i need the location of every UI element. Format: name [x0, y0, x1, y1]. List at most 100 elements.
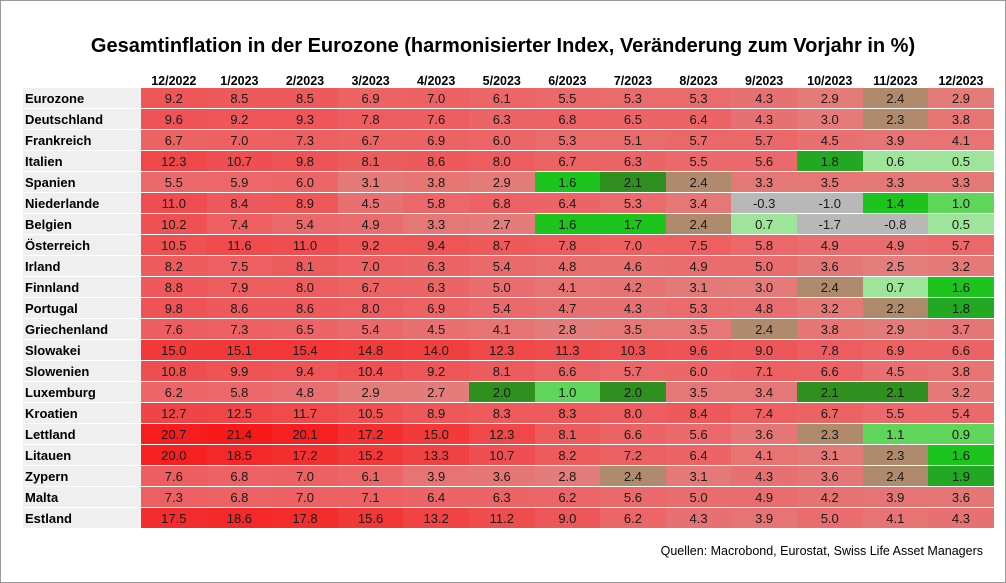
- heatmap-cell: 9.4: [272, 360, 338, 382]
- country-label: Irland: [23, 255, 141, 277]
- heatmap-cell: 4.9: [862, 234, 929, 256]
- heatmap-cell: 8.1: [534, 423, 601, 445]
- heatmap-cell: 6.9: [403, 297, 469, 319]
- heatmap-cell: 21.4: [206, 423, 273, 445]
- heatmap-cell: 2.4: [862, 465, 929, 487]
- heatmap-cell: 3.7: [928, 318, 994, 340]
- heatmap-cell: 4.8: [272, 381, 338, 403]
- table-row: Malta 7.3 6.8 7.0 7.1 6.4 6.3 6.2 5.6 5.0 4.9 4.2 3.…: [23, 486, 994, 508]
- country-label: Niederlande: [23, 192, 141, 214]
- heatmap-cell: 15.1: [206, 339, 273, 361]
- header-corner: [23, 68, 141, 88]
- country-label: Griechenland: [23, 318, 141, 340]
- heatmap-cell: 1.8: [796, 150, 863, 172]
- heatmap-cell: 0.5: [928, 150, 994, 172]
- heatmap-cell: 6.2: [600, 507, 666, 529]
- heatmap-cell: 5.9: [206, 171, 273, 193]
- heatmap-cell: 6.3: [468, 108, 535, 130]
- heatmap-cell: 4.7: [534, 297, 601, 319]
- heatmap-cell: 3.5: [665, 318, 732, 340]
- heatmap-cell: 4.1: [862, 507, 929, 529]
- heatmap-cell: 7.9: [206, 276, 273, 298]
- table-row: Luxemburg 6.2 5.8 4.8 2.9 2.7 2.0 1.0 2.0 3.5 3.4 2…: [23, 381, 994, 403]
- country-label: Belgien: [23, 213, 141, 235]
- heatmap-cell: 5.4: [928, 402, 994, 424]
- heatmap-cell: 2.4: [665, 171, 732, 193]
- heatmap-cell: 9.8: [272, 150, 338, 172]
- heatmap-cell: 5.0: [796, 507, 863, 529]
- heatmap-cell: 13.2: [403, 507, 469, 529]
- heatmap-cell: 6.8: [534, 108, 601, 130]
- heatmap-cell: 8.7: [468, 234, 535, 256]
- heatmap-cell: 10.2: [141, 213, 207, 235]
- heatmap-cell: 2.4: [600, 465, 666, 487]
- heatmap-cell: 7.0: [403, 88, 469, 109]
- heatmap-cell: 9.8: [141, 297, 207, 319]
- heatmap-cell: 2.4: [796, 276, 863, 298]
- heatmap-cell: 8.1: [272, 255, 338, 277]
- country-label: Lettland: [23, 423, 141, 445]
- heatmap-cell: 4.8: [534, 255, 601, 277]
- heatmap-cell: 2.8: [534, 318, 601, 340]
- heatmap-cell: 5.5: [141, 171, 207, 193]
- heatmap-cell: 4.9: [731, 486, 797, 508]
- country-label: Litauen: [23, 444, 141, 466]
- heatmap-cell: 6.6: [928, 339, 994, 361]
- heatmap-cell: 15.6: [337, 507, 404, 529]
- heatmap-cell: 6.5: [600, 108, 666, 130]
- heatmap-cell: 5.7: [600, 360, 666, 382]
- heatmap-cell: 0.5: [928, 213, 994, 235]
- heatmap-cell: 4.3: [665, 507, 732, 529]
- table-row: Slowenien 10.8 9.9 9.4 10.4 9.2 8.1 6.6 5.7 6.0 7.…: [23, 360, 994, 382]
- heatmap-cell: 0.6: [862, 150, 929, 172]
- heatmap-cell: 2.7: [468, 213, 535, 235]
- heatmap-cell: 7.5: [665, 234, 732, 256]
- heatmap-cell: 10.5: [141, 234, 207, 256]
- heatmap-cell: 4.1: [534, 276, 601, 298]
- heatmap-cell: 8.5: [272, 88, 338, 109]
- country-label: Frankreich: [23, 129, 141, 151]
- heatmap-cell: 9.0: [534, 507, 601, 529]
- table-row: Niederlande 11.0 8.4 8.9 4.5 5.8 6.8 6.4 5.3 3.4-…: [23, 192, 994, 214]
- heatmap-cell: 6.9: [337, 88, 404, 109]
- heatmap-cell: 8.6: [403, 150, 469, 172]
- heatmap-cell: 9.6: [141, 108, 207, 130]
- heatmap-cell: 3.2: [928, 381, 994, 403]
- heatmap-cell: 2.9: [468, 171, 535, 193]
- heatmap-cell: 3.0: [796, 108, 863, 130]
- heatmap-cell: 3.6: [731, 423, 797, 445]
- column-header: 12/2023: [928, 68, 994, 88]
- heatmap-cell: 20.1: [272, 423, 338, 445]
- heatmap-cell: 9.2: [206, 108, 273, 130]
- heatmap-cell: 3.9: [403, 465, 469, 487]
- heatmap-cell: 6.7: [337, 129, 404, 151]
- heatmap-cell: 0.7: [862, 276, 929, 298]
- country-label: Luxemburg: [23, 381, 141, 403]
- heatmap-cell: 4.9: [665, 255, 732, 277]
- heatmap-cell: 3.8: [796, 318, 863, 340]
- heatmap-cell: 4.3: [731, 108, 797, 130]
- heatmap-cell: 5.8: [206, 381, 273, 403]
- heatmap-cell: 3.9: [862, 129, 929, 151]
- heatmap-cell: 7.4: [206, 213, 273, 235]
- heatmap-cell: 9.4: [403, 234, 469, 256]
- heatmap-cell: 1.6: [534, 171, 601, 193]
- heatmap-cell: 4.3: [731, 465, 797, 487]
- column-header: 2/2023: [272, 68, 338, 88]
- table-row: Irland 8.2 7.5 8.1 7.0 6.3 5.4 4.8 4.6 4.9 5.0 3.6 2…: [23, 255, 994, 277]
- heatmap-cell: 7.0: [272, 465, 338, 487]
- heatmap-cell: 1.6: [928, 276, 994, 298]
- heatmap-cell: -0.8: [862, 213, 929, 235]
- heatmap-cell: 8.1: [337, 150, 404, 172]
- heatmap-cell: 6.8: [206, 465, 273, 487]
- column-header: 4/2023: [403, 68, 469, 88]
- heatmap-cell: 1.0: [928, 192, 994, 214]
- heatmap-cell: 12.3: [141, 150, 207, 172]
- heatmap-cell: 18.6: [206, 507, 273, 529]
- heatmap-cell: 11.3: [534, 339, 601, 361]
- heatmap-cell: 5.1: [600, 129, 666, 151]
- heatmap-cell: 7.1: [337, 486, 404, 508]
- column-header: 8/2023: [665, 68, 732, 88]
- heatmap-cell: 7.5: [206, 255, 273, 277]
